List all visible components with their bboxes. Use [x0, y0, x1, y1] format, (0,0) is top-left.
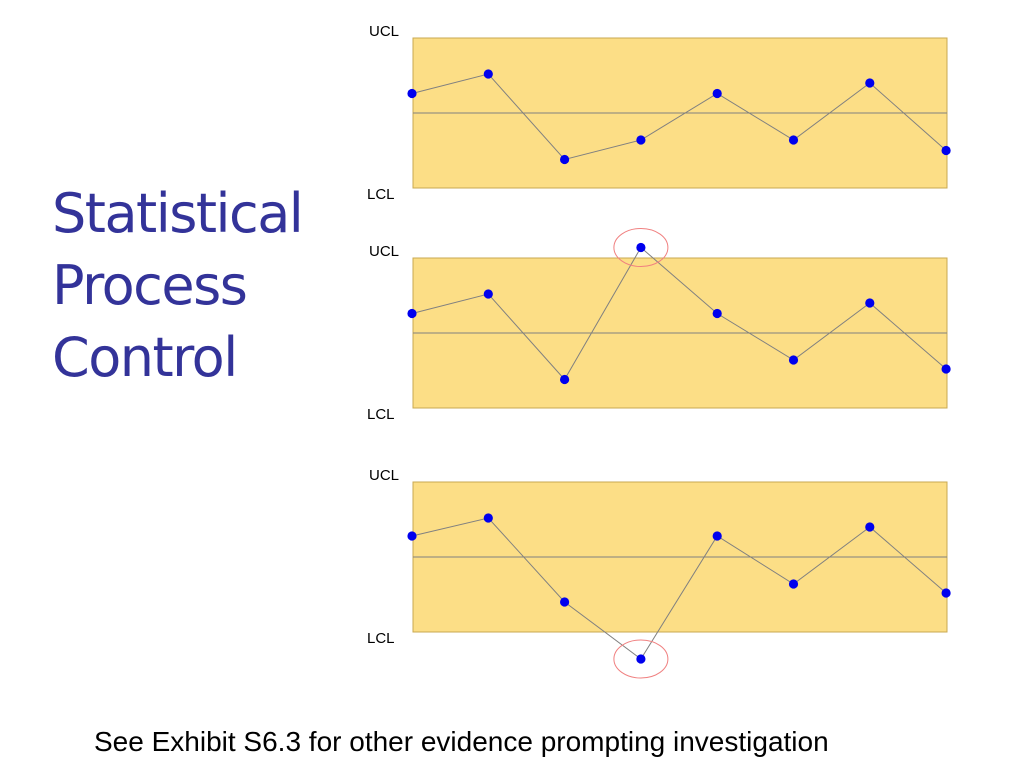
series-line-2	[411, 246, 947, 381]
data-point-3-2	[483, 513, 493, 523]
ucl-label-3: UCL	[369, 467, 399, 484]
lcl-label-3: LCL	[367, 630, 395, 647]
data-point-1-5	[712, 88, 722, 99]
data-point-1-6	[788, 135, 799, 145]
data-point-3-7	[865, 522, 875, 532]
data-point-2-7	[865, 298, 875, 308]
data-point-3-3	[560, 597, 570, 607]
lcl-label-1: LCL	[367, 186, 395, 203]
data-point-3-1	[407, 531, 417, 541]
data-point-2-2	[483, 289, 493, 299]
data-point-2-5	[712, 308, 722, 319]
series-line-3	[411, 517, 947, 660]
data-point-1-2	[483, 69, 493, 79]
data-point-2-8	[941, 364, 951, 374]
out-of-control-marker-2	[613, 228, 669, 267]
data-point-2-4	[636, 242, 646, 253]
data-point-1-3	[560, 154, 570, 165]
slide-title: Statistical Process Control	[52, 178, 352, 394]
slide-caption: See Exhibit S6.3 for other evidence prom…	[94, 726, 829, 757]
data-point-2-6	[788, 355, 799, 365]
title-line-3: Control	[52, 326, 238, 389]
title-line-1: Statistical	[52, 182, 304, 245]
data-point-2-1	[407, 308, 417, 319]
data-point-3-8	[941, 588, 951, 598]
data-point-1-4	[636, 135, 646, 145]
data-point-3-4	[636, 654, 646, 664]
series-line-1	[411, 73, 947, 161]
out-of-control-marker-3	[613, 639, 669, 679]
data-point-1-7	[865, 78, 875, 88]
lcl-label-2: LCL	[367, 406, 395, 423]
data-point-1-8	[941, 145, 951, 156]
title-line-2: Process	[52, 254, 248, 317]
ucl-label-1: UCL	[369, 23, 399, 40]
data-point-3-5	[712, 531, 722, 541]
ucl-label-2: UCL	[369, 243, 399, 260]
data-point-3-6	[788, 579, 799, 589]
data-point-2-3	[560, 374, 570, 385]
data-point-1-1	[407, 88, 417, 99]
